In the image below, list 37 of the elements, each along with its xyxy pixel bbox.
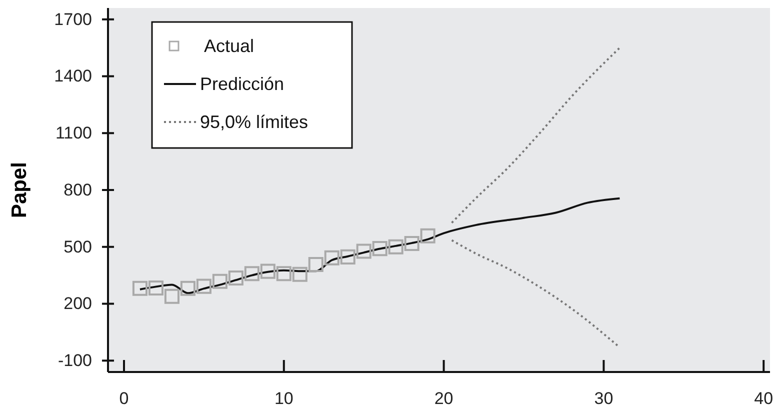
x-tick-label: 0 — [119, 389, 129, 406]
point — [292, 266, 308, 282]
point — [276, 266, 292, 282]
point — [260, 264, 276, 279]
y-tick-label: 200 — [64, 294, 92, 314]
x-tick-label: 20 — [434, 389, 454, 406]
point — [372, 241, 388, 256]
point — [308, 256, 324, 272]
point — [340, 249, 356, 264]
point — [132, 280, 148, 296]
point — [388, 239, 404, 254]
y-tick-label: -100 — [58, 351, 92, 370]
point — [356, 244, 372, 259]
point — [212, 274, 228, 289]
point — [244, 266, 260, 282]
point — [404, 236, 420, 251]
legend-label: 95,0% límites — [200, 112, 308, 132]
point — [420, 228, 436, 244]
point — [164, 288, 180, 304]
y-axis-title: Papel — [8, 162, 31, 218]
line-series — [450, 46, 621, 224]
point — [196, 278, 212, 294]
point — [180, 280, 196, 296]
x-tick-label: 40 — [754, 389, 774, 406]
y-tick-label: 1700 — [54, 10, 92, 29]
legend-label: Actual — [204, 36, 254, 56]
x-tick-label: 30 — [594, 389, 614, 406]
line-series — [450, 239, 621, 348]
y-tick-label: 1400 — [54, 66, 92, 86]
point — [324, 250, 340, 266]
y-tick-label: 500 — [64, 237, 92, 256]
point — [228, 270, 244, 286]
y-tick-label: 1100 — [55, 124, 92, 143]
legend-label: Predicción — [200, 74, 284, 94]
y-tick-label: 800 — [64, 180, 92, 200]
point — [148, 280, 164, 296]
x-tick-label: 10 — [274, 389, 294, 406]
